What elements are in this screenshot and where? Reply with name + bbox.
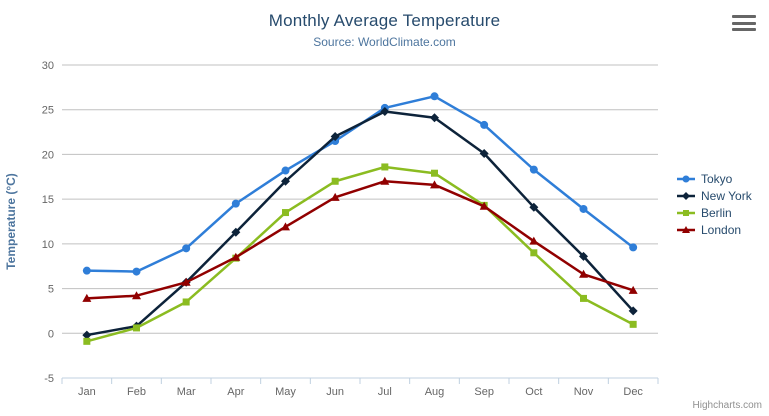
legend-marker[interactable] bbox=[682, 225, 690, 233]
data-point-tokyo[interactable] bbox=[231, 199, 240, 208]
data-point-london[interactable] bbox=[281, 222, 290, 231]
data-point-london[interactable] bbox=[330, 192, 340, 201]
x-axis-tick-label: May bbox=[275, 386, 296, 398]
data-point-tokyo[interactable] bbox=[629, 243, 638, 252]
data-point-london[interactable] bbox=[529, 236, 539, 245]
x-axis-tick-label: Sep bbox=[474, 386, 494, 398]
data-point-new-york[interactable] bbox=[430, 113, 439, 123]
y-axis-tick-label: 5 bbox=[48, 284, 54, 296]
data-point-london[interactable] bbox=[479, 201, 489, 210]
data-point-london[interactable] bbox=[132, 291, 141, 300]
x-axis-tick-label: Dec bbox=[623, 386, 643, 398]
data-point-london[interactable] bbox=[380, 176, 390, 185]
x-axis-tick-label: Feb bbox=[127, 386, 146, 398]
series-london bbox=[82, 176, 638, 302]
data-point-new-york[interactable] bbox=[82, 330, 92, 340]
data-point-berlin[interactable] bbox=[381, 163, 389, 171]
hamburger-bar-icon bbox=[732, 28, 756, 31]
data-point-tokyo[interactable] bbox=[132, 267, 141, 276]
legend-item-tokyo[interactable]: Tokyo bbox=[676, 170, 752, 187]
data-point-berlin[interactable] bbox=[331, 177, 339, 185]
x-axis-tick-label: Jun bbox=[326, 386, 344, 398]
data-point-tokyo[interactable] bbox=[480, 120, 489, 129]
x-axis-tick-label: Oct bbox=[525, 386, 542, 398]
data-point-tokyo[interactable] bbox=[430, 92, 439, 101]
data-point-new-york[interactable] bbox=[479, 149, 489, 159]
data-point-tokyo[interactable] bbox=[182, 244, 191, 253]
y-axis-tick-label: 25 bbox=[42, 105, 54, 117]
y-axis-tick-label: 15 bbox=[42, 194, 54, 206]
legend-marker[interactable] bbox=[682, 175, 690, 182]
data-point-berlin[interactable] bbox=[580, 294, 587, 302]
legend-marker-circle-icon bbox=[677, 175, 695, 182]
legend-marker-diamond-icon bbox=[677, 191, 695, 200]
data-point-berlin[interactable] bbox=[530, 249, 538, 257]
legend-marker-triangle-icon bbox=[677, 225, 695, 233]
data-point-berlin[interactable] bbox=[431, 169, 438, 177]
y-axis-tick-label: 0 bbox=[48, 328, 54, 340]
series-new-york bbox=[82, 107, 638, 340]
data-point-new-york[interactable] bbox=[628, 306, 638, 316]
y-axis-tick-label: 10 bbox=[42, 239, 54, 251]
data-point-tokyo[interactable] bbox=[281, 166, 290, 175]
legend-label: Tokyo bbox=[701, 171, 733, 186]
data-point-new-york[interactable] bbox=[330, 132, 340, 142]
y-axis-tick-label: 20 bbox=[42, 149, 54, 161]
context-menu-button[interactable] bbox=[732, 15, 756, 31]
x-axis-tick-label: Mar bbox=[177, 386, 196, 398]
legend-marker-square-icon bbox=[677, 209, 695, 216]
data-point-new-york[interactable] bbox=[231, 227, 241, 237]
legend: Tokyo New York Berlin London bbox=[676, 170, 752, 238]
chart-title: Monthly Average Temperature bbox=[268, 11, 501, 30]
series-line-london[interactable] bbox=[85, 180, 635, 300]
legend-label: Berlin bbox=[701, 205, 732, 220]
chart-subtitle: Source: WorldClimate.com bbox=[313, 35, 456, 49]
x-axis-tick-label: Jul bbox=[378, 386, 392, 398]
legend-item-london[interactable]: London bbox=[676, 221, 752, 238]
legend-marker[interactable] bbox=[683, 209, 689, 216]
data-point-tokyo[interactable] bbox=[579, 204, 588, 213]
data-point-tokyo[interactable] bbox=[529, 165, 538, 174]
data-point-london[interactable] bbox=[628, 285, 638, 294]
hamburger-bar-icon bbox=[732, 15, 756, 18]
data-point-london[interactable] bbox=[231, 252, 241, 261]
data-point-berlin[interactable] bbox=[133, 324, 140, 332]
y-axis-tick-label: 30 bbox=[42, 60, 54, 72]
x-axis-tick-label: Jan bbox=[78, 386, 96, 398]
legend-item-berlin[interactable]: Berlin bbox=[676, 204, 752, 221]
data-point-berlin[interactable] bbox=[182, 298, 190, 306]
y-axis-title: Temperature (°C) bbox=[4, 173, 18, 270]
x-axis-tick-label: Nov bbox=[574, 386, 594, 398]
legend-label: London bbox=[701, 222, 742, 237]
legend-item-new-york[interactable]: New York bbox=[676, 187, 752, 204]
data-point-berlin[interactable] bbox=[629, 320, 637, 328]
series-line-berlin[interactable] bbox=[85, 165, 635, 343]
data-point-london[interactable] bbox=[181, 277, 191, 286]
data-point-london[interactable] bbox=[430, 180, 439, 189]
series-line-new-york[interactable] bbox=[85, 110, 635, 337]
y-axis-tick-label: -5 bbox=[44, 373, 54, 385]
x-axis-tick-label: Aug bbox=[425, 386, 445, 398]
data-point-tokyo[interactable] bbox=[82, 266, 91, 275]
data-point-berlin[interactable] bbox=[282, 209, 289, 217]
x-axis-tick-label: Apr bbox=[227, 386, 244, 398]
data-point-new-york[interactable] bbox=[281, 176, 290, 186]
hamburger-bar-icon bbox=[732, 21, 756, 25]
series-line-tokyo[interactable] bbox=[85, 95, 635, 273]
data-point-london[interactable] bbox=[579, 269, 588, 278]
highcharts-credits-link[interactable]: Highcharts.com bbox=[692, 400, 762, 411]
series-tokyo bbox=[82, 92, 638, 276]
legend-marker[interactable] bbox=[682, 191, 690, 200]
data-point-london[interactable] bbox=[82, 293, 92, 302]
data-point-berlin[interactable] bbox=[83, 337, 91, 345]
legend-label: New York bbox=[701, 188, 752, 203]
data-point-new-york[interactable] bbox=[579, 251, 588, 261]
data-point-new-york[interactable] bbox=[380, 107, 390, 117]
data-point-new-york[interactable] bbox=[529, 202, 539, 212]
